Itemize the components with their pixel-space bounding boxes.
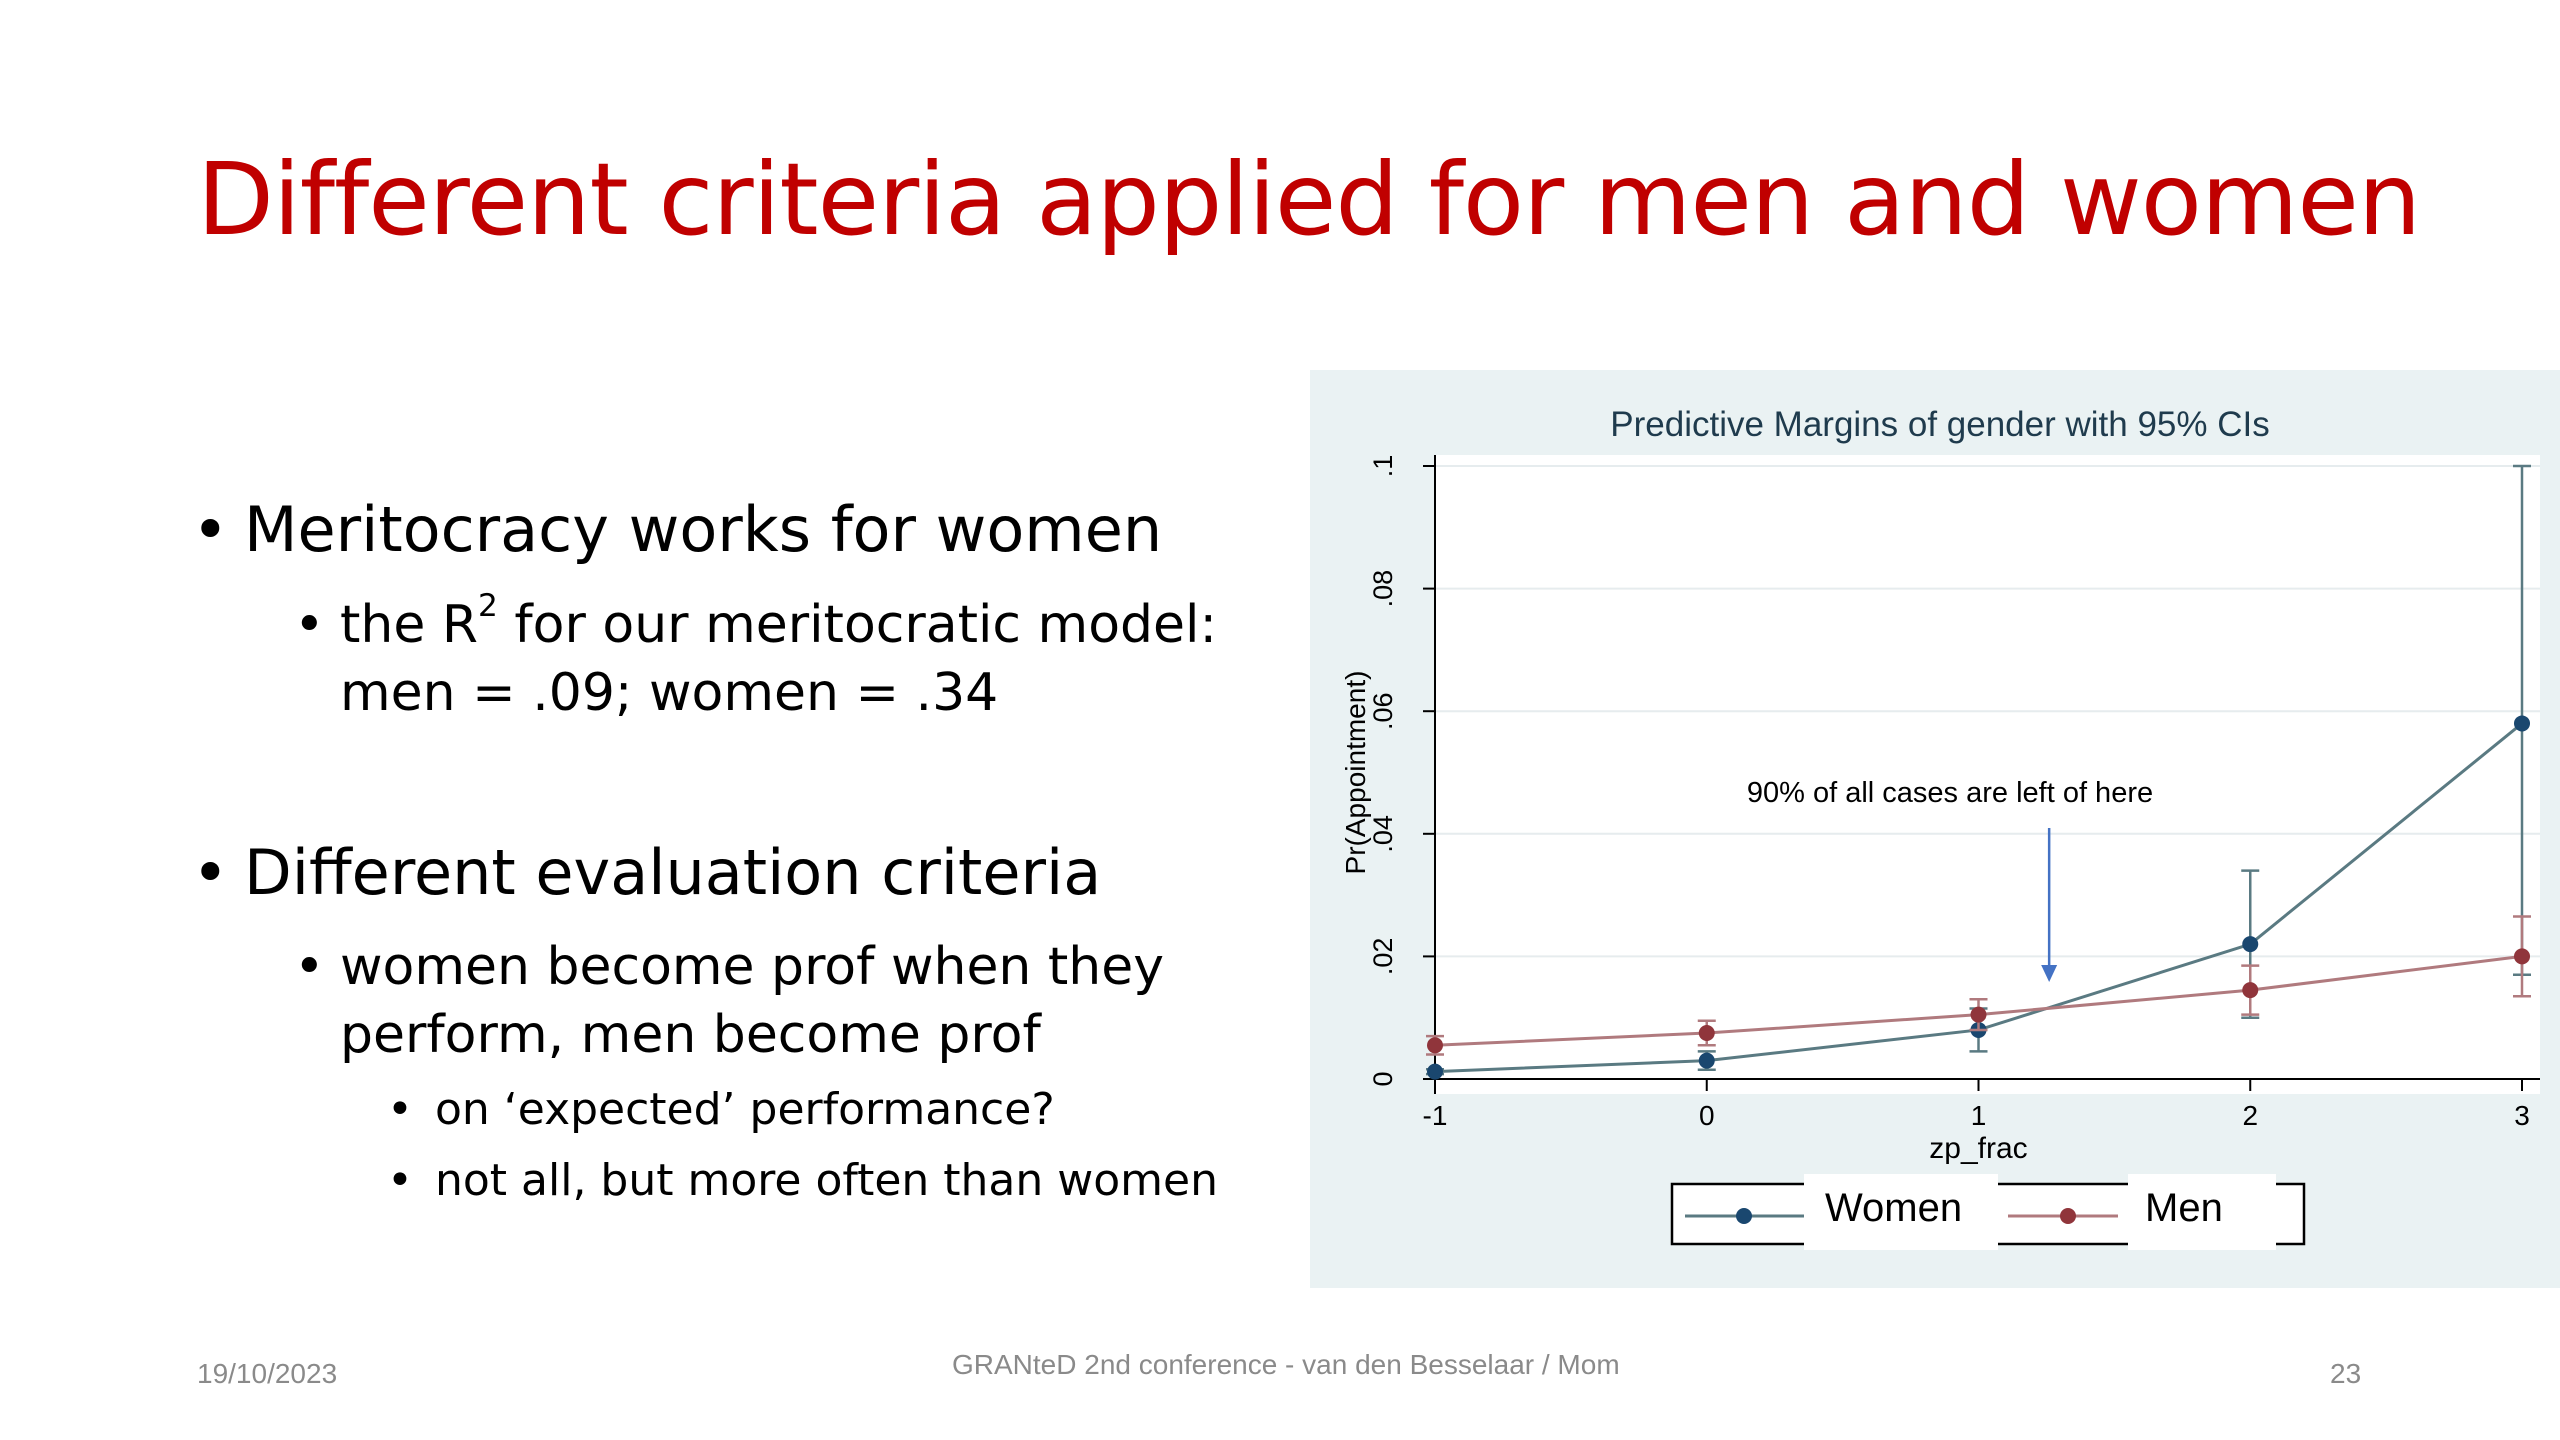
bullet-glyph: •: [387, 1155, 413, 1206]
footer-page-number: 23: [2330, 1358, 2362, 1389]
footer-date: 19/10/2023: [197, 1358, 338, 1389]
y-tick-label: .1: [1368, 455, 1398, 478]
legend-women-label: Women: [1825, 1186, 1962, 1230]
plot-area: [1435, 455, 2540, 1094]
bullet-text: perform, men become prof: [340, 1005, 1041, 1065]
chart-panel: Predictive Margins of gender with 95% CI…: [1310, 370, 2560, 1288]
footer-conference: GRANteD 2nd conference - van den Bessela…: [952, 1349, 1620, 1380]
predictive-margins-chart: Predictive Margins of gender with 95% CI…: [1340, 405, 2540, 1250]
women-point: [2242, 936, 2259, 953]
x-tick-label: -1: [1423, 1100, 1448, 1131]
annotation-arrow-head: [2041, 965, 2058, 982]
x-tick-label: 1: [1971, 1100, 1987, 1131]
men-point: [1427, 1037, 1443, 1054]
legend-women-label-bg: [1804, 1174, 1998, 1250]
bullet-text: Different evaluation criteria: [244, 836, 1102, 909]
annotation-text: 90% of all cases are left of here: [1747, 777, 2153, 809]
superscript-two: 2: [478, 587, 498, 624]
bullet-glyph: •: [192, 836, 229, 909]
legend-men-label: Men: [2145, 1186, 2223, 1230]
bullet-text: the R2 for our meritocratic model:: [340, 590, 1217, 660]
legend-men-marker: [2060, 1208, 2076, 1224]
y-tick-label: .02: [1368, 938, 1398, 976]
y-tick-label: .04: [1368, 815, 1398, 853]
x-tick-label: 3: [2514, 1100, 2530, 1131]
chart-title: Predictive Margins of gender with 95% CI…: [1610, 405, 2269, 444]
bullet-glyph: •: [192, 493, 229, 566]
y-axis-label: Pr(Appointment): [1340, 671, 1371, 875]
bullet-glyph: •: [294, 937, 325, 997]
men-point: [1970, 1006, 1987, 1023]
bullet-glyph: •: [387, 1084, 413, 1135]
women-point: [2514, 715, 2530, 732]
bullet-text: men = .09; women = .34: [340, 663, 999, 723]
x-tick-label: 2: [2242, 1100, 2258, 1131]
men-point: [2514, 948, 2530, 965]
y-tick-label: .06: [1368, 692, 1398, 730]
bullet-text: on ‘expected’ performance?: [435, 1084, 1055, 1135]
bullet-text: not all, but more often than women: [435, 1155, 1218, 1206]
bullet-text: women become prof when they: [340, 937, 1165, 997]
x-tick-label: 0: [1699, 1100, 1715, 1131]
x-axis-label: zp_frac: [1929, 1132, 2027, 1165]
women-point: [1427, 1063, 1443, 1080]
women-point: [1698, 1052, 1715, 1069]
bullet-glyph: •: [294, 595, 325, 655]
r-squared-prefix: the R: [340, 595, 478, 655]
r-squared-suffix: for our meritocratic model:: [497, 595, 1217, 655]
legend-women-marker: [1736, 1208, 1752, 1224]
y-tick-label: 0: [1368, 1071, 1398, 1086]
y-tick-label: .08: [1368, 570, 1398, 608]
bullet-text: Meritocracy works for women: [244, 493, 1163, 566]
legend-men-label-bg: [2128, 1174, 2276, 1250]
men-point: [1698, 1025, 1715, 1042]
men-point: [2242, 982, 2259, 999]
slide-title: Different criteria applied for men and w…: [197, 141, 2421, 258]
